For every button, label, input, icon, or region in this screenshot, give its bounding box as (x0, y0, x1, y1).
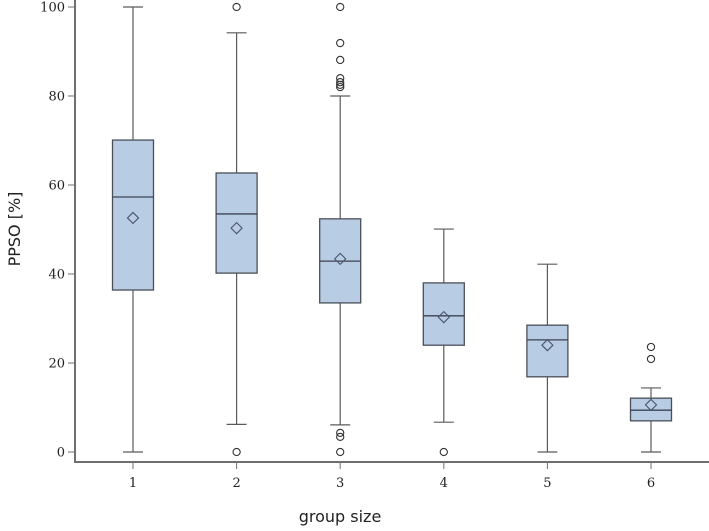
outlier-point (336, 78, 345, 87)
outlier-point (336, 55, 345, 65)
outlier-point (232, 447, 241, 457)
y-tick-label: 100 (40, 1, 65, 16)
mean-diamond-icon (644, 398, 658, 412)
mean-diamond-icon (126, 211, 140, 225)
mean-diamond-icon (333, 252, 347, 266)
outlier-point (336, 432, 345, 442)
outlier-point (336, 428, 345, 438)
outlier-point (336, 82, 345, 92)
x-tick-label: 6 (647, 476, 655, 491)
x-tick-label: 3 (336, 476, 344, 491)
x-tick-label: 4 (440, 476, 448, 491)
box-group-2 (215, 2, 258, 457)
box-group-4 (422, 228, 465, 457)
mean-diamond-icon (541, 338, 554, 352)
box-group-5 (526, 263, 569, 453)
x-tick-label: 1 (129, 476, 137, 491)
y-tick-label: 80 (48, 90, 65, 105)
x-tick-label: 2 (232, 476, 240, 491)
box-group-6 (629, 342, 673, 453)
x-axis: 1 2 3 4 5 6 (74, 461, 709, 491)
outlier-point (336, 2, 345, 12)
y-axis: 0 20 40 60 80 100 (40, 0, 76, 462)
outlier-point (232, 2, 241, 12)
mean-diamond-icon (437, 310, 451, 324)
box-group-3 (319, 2, 362, 457)
y-tick-label: 60 (48, 179, 65, 194)
outlier-point (646, 354, 656, 364)
mean-diamond-icon (230, 221, 243, 235)
outlier-point (336, 74, 345, 83)
y-tick-label: 40 (48, 268, 65, 283)
iqr-box (422, 282, 465, 346)
iqr-box (111, 139, 155, 291)
x-axis-title: group size (299, 507, 382, 526)
iqr-box (629, 397, 673, 422)
x-tick-label: 5 (543, 476, 551, 491)
outlier-point (646, 342, 656, 352)
plot-area (111, 2, 673, 457)
y-axis-title: PPSO [%] (5, 192, 24, 267)
outlier-point (439, 447, 448, 457)
outlier-point (336, 38, 345, 48)
y-tick-label: 20 (48, 357, 65, 372)
box-group-1 (111, 6, 155, 453)
outlier-point (336, 447, 345, 457)
y-tick-label: 0 (57, 446, 65, 461)
